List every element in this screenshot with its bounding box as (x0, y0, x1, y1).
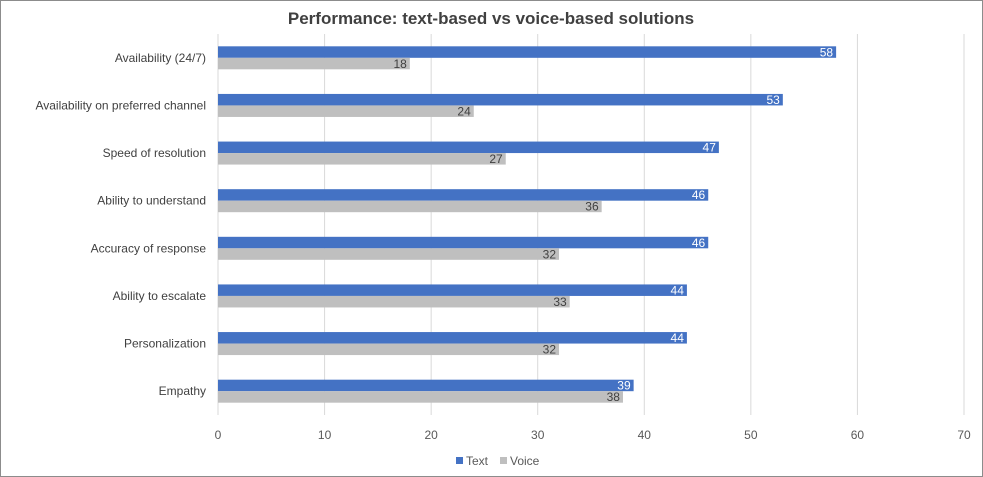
data-label: 38 (607, 390, 621, 404)
bar-voice (218, 57, 410, 70)
data-label: 18 (393, 57, 407, 71)
data-label: 33 (553, 295, 567, 309)
data-label: 44 (671, 283, 685, 297)
legend-label: Voice (510, 454, 540, 468)
bar-text (218, 332, 687, 344)
bar-text (218, 93, 783, 106)
data-label: 47 (703, 141, 717, 155)
bar-text (218, 379, 634, 392)
x-tick-label: 60 (851, 428, 865, 442)
bar-voice (218, 391, 623, 403)
category-label: Availability on preferred channel (35, 98, 206, 112)
data-label: 32 (543, 247, 557, 261)
x-tick-label: 10 (318, 428, 332, 442)
bar-text (218, 141, 719, 154)
bar-voice (218, 295, 570, 308)
category-label: Ability to escalate (113, 289, 207, 303)
x-tick-label: 40 (638, 428, 652, 442)
category-label: Accuracy of response (91, 241, 207, 255)
bar-voice (218, 248, 560, 260)
data-label: 27 (489, 152, 503, 166)
bar-text (218, 189, 709, 201)
data-label: 36 (585, 200, 599, 214)
bar-voice (218, 343, 560, 356)
category-label: Empathy (159, 384, 206, 398)
bar-voice (218, 200, 602, 213)
x-tick-label: 20 (424, 428, 438, 442)
legend-swatch-voice (500, 457, 507, 464)
legend-swatch-text (456, 457, 463, 464)
x-tick-label: 0 (215, 428, 222, 442)
x-tick-label: 50 (744, 428, 758, 442)
data-label: 53 (766, 93, 780, 107)
data-label: 44 (671, 331, 685, 345)
bar-text (218, 46, 837, 58)
data-label: 46 (692, 188, 706, 202)
legend-label: Text (466, 454, 489, 468)
bar-text (218, 236, 709, 249)
x-tick-label: 30 (531, 428, 545, 442)
data-label: 58 (820, 45, 834, 59)
category-label: Ability to understand (97, 194, 206, 208)
category-label: Availability (24/7) (115, 51, 206, 65)
data-label: 46 (692, 236, 706, 250)
chart-title: Performance: text-based vs voice-based s… (288, 9, 694, 28)
data-label: 39 (617, 379, 631, 393)
bar-voice (218, 153, 506, 165)
bar-voice (218, 105, 474, 117)
data-label: 32 (543, 343, 557, 357)
bar-text (218, 284, 687, 296)
x-tick-label: 70 (957, 428, 971, 442)
category-label: Personalization (124, 337, 206, 351)
data-label: 24 (457, 104, 471, 118)
category-label: Speed of resolution (103, 146, 206, 160)
